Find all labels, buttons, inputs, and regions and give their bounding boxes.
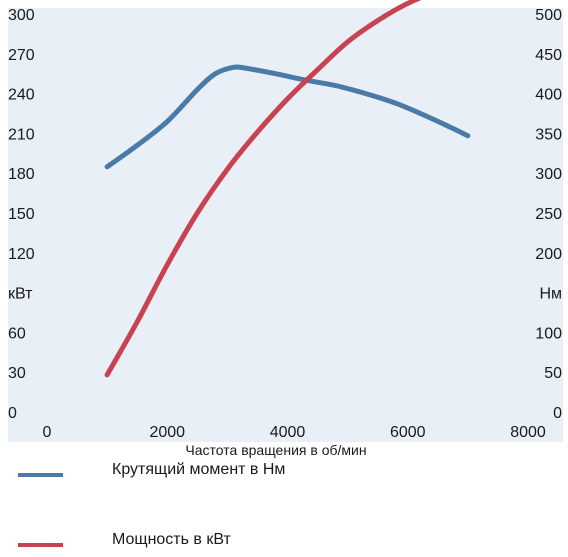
x-axis-ticks: 0 2000 4000 6000 8000 — [43, 424, 546, 441]
legend-label: Крутящий момент в Нм — [112, 461, 285, 478]
legend-label: Мощность в кВт — [112, 531, 232, 548]
x-tick-label: 4000 — [270, 424, 306, 441]
right-tick-label: 450 — [535, 47, 562, 64]
right-tick-label: 400 — [535, 87, 562, 104]
left-tick-label: 30 — [8, 365, 26, 382]
right-tick-label: 50 — [544, 365, 562, 382]
x-tick-label: 6000 — [390, 424, 426, 441]
series-group — [104, 0, 471, 378]
left-tick-label: 240 — [8, 87, 35, 104]
x-tick-label: 8000 — [510, 424, 546, 441]
right-tick-label: 350 — [535, 126, 562, 143]
right-axis-ticks: 0 50 100 Нм 200 250 300 350 400 450 500 — [535, 7, 562, 422]
left-tick-label: 0 — [8, 405, 17, 422]
legend: Крутящий момент в Нм Мощность в кВт — [18, 461, 285, 548]
right-tick-label: 100 — [535, 325, 562, 342]
left-tick-label: 60 — [8, 325, 26, 342]
right-tick-label: 300 — [535, 166, 562, 183]
right-tick-label: 500 — [535, 7, 562, 24]
left-tick-label: 300 — [8, 7, 35, 24]
x-tick-label: 2000 — [149, 424, 185, 441]
right-tick-label: 250 — [535, 206, 562, 223]
left-tick-label: 150 — [8, 206, 35, 223]
left-axis-ticks: 0 30 60 кВт 120 150 180 210 240 270 300 — [8, 7, 35, 422]
power-series-line — [104, 0, 422, 378]
plot-area — [8, 8, 563, 442]
x-tick-label: 0 — [43, 424, 52, 441]
right-tick-label: Нм — [539, 286, 562, 303]
right-tick-label: 200 — [535, 246, 562, 263]
left-tick-label: 120 — [8, 246, 35, 263]
torque-series-line — [104, 64, 471, 170]
left-tick-label: 210 — [8, 126, 35, 143]
left-tick-label: кВт — [8, 286, 33, 303]
left-tick-label: 270 — [8, 47, 35, 64]
right-tick-label: 0 — [553, 405, 562, 422]
left-tick-label: 180 — [8, 166, 35, 183]
x-axis-label: Частота вращения в об/мин — [185, 442, 366, 458]
